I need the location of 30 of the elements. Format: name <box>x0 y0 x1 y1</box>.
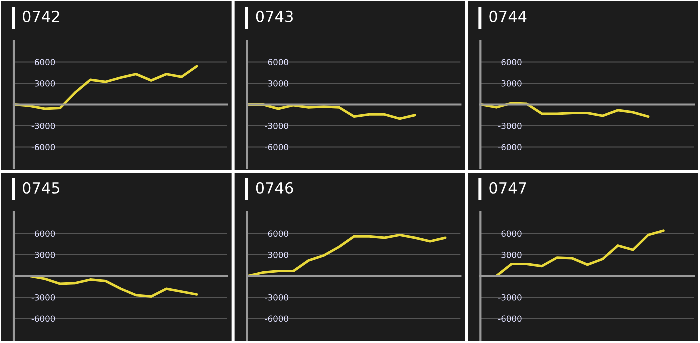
y-tick-label: 6000 <box>502 59 522 66</box>
y-tick-label: 3000 <box>35 252 56 258</box>
y-tick-label: -6000 <box>32 316 56 322</box>
chart-title: 0744 <box>490 10 527 22</box>
y-tick-label: 3000 <box>268 252 288 258</box>
chart-title: 0743 <box>256 10 293 22</box>
y-tick-label: 6000 <box>268 230 288 238</box>
y-tick-label: 6000 <box>35 59 56 66</box>
y-tick-label: -6000 <box>265 316 288 322</box>
y-tick-label: 3000 <box>268 80 288 87</box>
y-tick-label: -3000 <box>265 122 288 130</box>
y-tick-label: -3000 <box>32 294 56 301</box>
y-tick-label: -6000 <box>32 144 56 151</box>
y-tick-label: -3000 <box>32 122 56 130</box>
chart-title: 0742 <box>23 10 60 22</box>
y-tick-label: -6000 <box>265 144 288 151</box>
y-tick-label: 3000 <box>502 252 522 258</box>
y-tick-label: -3000 <box>265 294 288 301</box>
y-tick-label: 6000 <box>35 230 56 238</box>
y-tick-label: 6000 <box>268 59 288 66</box>
y-tick-label: -3000 <box>498 294 522 301</box>
chart-title: 0746 <box>256 182 294 194</box>
y-tick-label: -6000 <box>498 144 522 151</box>
y-tick-label: -3000 <box>498 122 522 130</box>
y-tick-label: 3000 <box>35 80 56 87</box>
y-tick-label: -6000 <box>498 316 522 322</box>
y-tick-label: 6000 <box>502 230 522 238</box>
chart-title: 0747 <box>490 182 526 194</box>
chart-title: 0745 <box>23 182 60 194</box>
y-tick-label: 3000 <box>502 80 522 87</box>
